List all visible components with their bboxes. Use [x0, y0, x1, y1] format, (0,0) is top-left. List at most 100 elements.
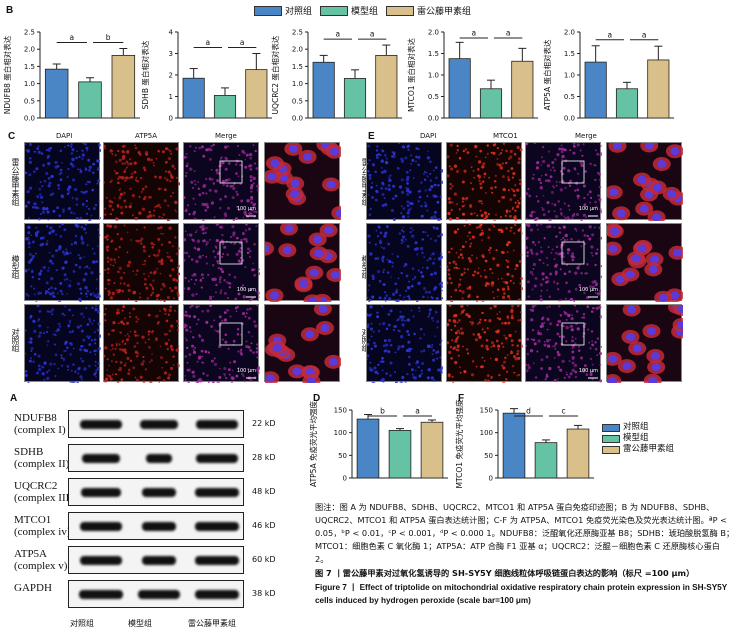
cells: [104, 224, 181, 303]
dapi-image: [24, 142, 102, 222]
protein-band: [195, 454, 239, 463]
bar: [448, 58, 471, 119]
protein-band: [141, 522, 177, 531]
row-label-control: 对照组: [11, 328, 20, 352]
cells: [24, 222, 101, 303]
legend-label: 对照组: [285, 7, 313, 17]
y-tick-label: 1.5: [292, 63, 303, 71]
zoom-image: [261, 301, 343, 389]
panel-letter-d: D: [313, 393, 321, 404]
legend-item-control: 对照组: [254, 4, 312, 17]
panel-letter-c: C: [8, 131, 16, 142]
y-tick-label: 2.0: [292, 46, 303, 54]
bar: [356, 418, 380, 479]
col-label-atp5a: ATP5A: [135, 132, 157, 140]
zoom-image: [603, 299, 692, 389]
blot-label: ATP5A (complex v): [14, 548, 67, 572]
bar: [388, 430, 412, 479]
cells: [525, 141, 604, 222]
atp5a-image: [102, 304, 181, 384]
legend-swatch: [254, 5, 282, 16]
y-tick-label: 2.0: [24, 46, 35, 54]
y-tick-label: 2.0: [564, 29, 575, 37]
protein-band: [79, 590, 123, 599]
cells: [24, 304, 102, 385]
complex-name: (complex III): [14, 492, 73, 504]
blot-strip: [68, 478, 244, 506]
protein-band: [140, 420, 178, 429]
panel-letter-b: B: [6, 5, 14, 16]
sig-label: a: [415, 407, 420, 416]
bar-chart-atp5a-if: 0 50 100 150 ATP5A 免疫荧光平均强度 b a: [308, 401, 448, 487]
y-axis-label: ATP5A 免疫荧光平均强度: [308, 401, 318, 487]
y-tick-label: 1.5: [564, 50, 575, 58]
protein-band: [195, 522, 239, 531]
bar: [534, 442, 558, 479]
blot-label: NDUFB8 (complex I): [14, 412, 66, 436]
legend-item-model: 模型组: [320, 4, 378, 17]
y-tick-label: 150: [334, 407, 347, 415]
bar-chart-sdhb: 0 1 2 3 4 SDHB 蛋白相对表达 a a: [140, 29, 272, 123]
bar: [647, 59, 670, 119]
figure-caption: 图注：图 A 为 NDUFB8、SDHB、UQCRC2、MTCO1 和 ATP5…: [315, 501, 735, 607]
protein-name: MTCO1: [14, 514, 52, 526]
complex-name: (complex iv): [14, 526, 71, 538]
bar: [182, 77, 205, 119]
complex-name: (complex II): [14, 458, 70, 470]
cells: [182, 143, 260, 222]
mtco1-image: [445, 223, 524, 303]
col-label-merge: Merge: [215, 132, 237, 140]
cells: [446, 142, 523, 223]
bar: [111, 54, 136, 119]
mtco1-image: [446, 142, 523, 223]
y-tick-label: 50: [338, 452, 347, 460]
row-label-model: 模型组: [360, 255, 371, 279]
merge-image: 100 μm: [183, 303, 261, 385]
atp5a-image: [103, 223, 181, 303]
scale-bar-label: 100 μm: [578, 206, 598, 212]
zoom-box: [561, 160, 585, 184]
legend-df: 对照组 模型组 雷公藤甲素组: [602, 422, 674, 455]
col-label-dapi: DAPI: [420, 132, 437, 140]
sig-label: d: [526, 407, 531, 416]
protein-band: [195, 556, 239, 565]
y-tick-label: 0.0: [24, 115, 35, 123]
y-axis-label: ATP5A 蛋白相对表达: [542, 39, 552, 110]
bar: [375, 54, 398, 119]
y-tick-label: 1: [169, 93, 173, 101]
blot-strip: [68, 410, 244, 438]
cells: [525, 303, 603, 383]
protein-name: SDHB: [14, 446, 44, 458]
dapi-image: [24, 304, 102, 385]
y-tick-label: 50: [484, 452, 493, 460]
bar: [78, 81, 102, 119]
cells: [365, 305, 444, 385]
protein-name: ATP5A: [14, 548, 48, 560]
bar: [44, 68, 69, 119]
y-tick-label: 1.5: [428, 50, 439, 58]
legend-top: 对照组 模型组 雷公藤甲素组: [254, 4, 471, 17]
cells: [365, 224, 444, 303]
sig-label: a: [240, 38, 245, 47]
blot-label: GAPDH: [14, 582, 52, 594]
dapi-image: [365, 304, 444, 385]
caption-title-cn: 图 7 丨雷公藤甲素对过氧化氢诱导的 SH-SY5Y 细胞线粒体呼吸链蛋白表达的…: [315, 568, 695, 578]
bar: [213, 95, 237, 119]
western-blot-panel: NDUFB8 (complex I) 22 kD SDHB (complex II) 28…: [0, 398, 300, 643]
legend-item-model: 模型组: [602, 433, 674, 444]
col-label-mtco1: MTCO1: [493, 132, 518, 140]
protein-band: [80, 420, 122, 429]
protein-band: [196, 420, 238, 429]
dapi-image: [366, 142, 444, 222]
y-tick-label: 1.0: [292, 80, 303, 88]
molecular-weight: 28 kD: [252, 453, 276, 462]
y-tick-label: 0.5: [24, 97, 35, 105]
protein-band: [145, 454, 173, 463]
legend-label: 模型组: [351, 7, 379, 17]
merge-image: 100 μm: [525, 303, 603, 383]
sig-label: a: [70, 33, 75, 42]
panel-letter-e: E: [368, 131, 375, 142]
bar-chart-ndufb8: 0.0 0.5 1.0 1.5 2.0 2.5 NDUFB8 蛋白相对表达 a b: [2, 29, 140, 123]
lane-label: 模型组: [128, 619, 152, 628]
zoom-image: [603, 223, 687, 305]
